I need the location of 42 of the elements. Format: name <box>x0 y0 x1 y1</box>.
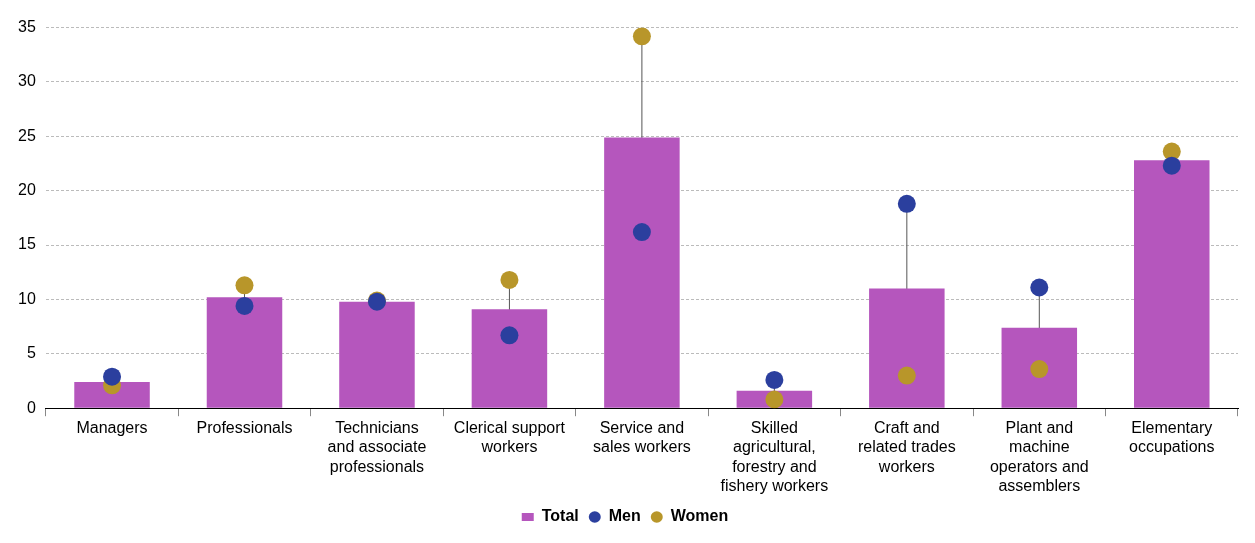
bar <box>206 297 283 408</box>
legend-label: Men <box>608 507 641 525</box>
y-tick-label: 20 <box>18 181 36 199</box>
point <box>632 27 651 46</box>
bar <box>339 301 415 408</box>
point <box>632 223 651 242</box>
point <box>500 326 519 345</box>
bar <box>471 309 548 408</box>
legend-label: Women <box>670 507 729 525</box>
point <box>897 366 916 385</box>
x-tick-label: Managers <box>76 419 148 437</box>
y-tick-label: 15 <box>18 235 36 253</box>
point <box>765 390 784 409</box>
x-tick-label: Craft and related trades workers <box>857 419 956 475</box>
x-tick-label: Service and sales workers <box>592 419 691 456</box>
x-tick-label: Clerical support workers <box>453 419 566 456</box>
x-tick-label: Elementary occupations <box>1129 419 1215 456</box>
point <box>1030 278 1049 297</box>
y-tick-label: 25 <box>18 126 36 144</box>
point <box>103 367 122 386</box>
point <box>765 370 784 389</box>
point <box>1162 156 1181 175</box>
bar <box>869 288 945 408</box>
bar <box>1134 160 1210 408</box>
point <box>500 270 519 289</box>
legend-label: Total <box>541 507 579 525</box>
y-tick-label: 30 <box>18 72 36 90</box>
x-tick-label: Professionals <box>196 419 293 437</box>
bar <box>1001 327 1078 408</box>
point <box>235 296 254 315</box>
x-tick-label: Plant and machine operators and assemblers <box>989 419 1089 494</box>
x-tick-label: Technicians and associate professionals <box>327 419 427 475</box>
y-tick-label: 10 <box>18 289 36 307</box>
point <box>1030 360 1049 379</box>
point <box>897 194 916 213</box>
bar <box>604 137 680 408</box>
bar <box>74 382 150 408</box>
y-tick-label: 35 <box>18 18 36 36</box>
y-tick-label: 0 <box>26 398 36 416</box>
point <box>235 276 254 295</box>
y-tick-label: 5 <box>26 344 36 362</box>
x-tick-label: Skilled agricultural, forestry and fishery workers <box>720 419 829 494</box>
